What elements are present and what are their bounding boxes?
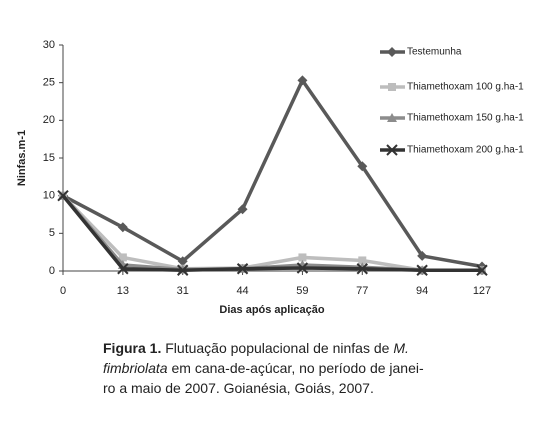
marker — [57, 189, 69, 202]
y-tick-label: 20 — [43, 114, 55, 126]
marker — [356, 263, 368, 275]
x-tick-label: 94 — [416, 285, 428, 297]
x-tick-label: 77 — [356, 285, 368, 297]
y-tick-label: 10 — [43, 190, 55, 202]
caption-species: M. — [393, 340, 409, 356]
marker — [117, 263, 129, 275]
y-tick-label: 30 — [43, 39, 55, 51]
legend-label: Thiamethoxam 200 g.ha-1 — [407, 145, 524, 156]
series-line — [62, 76, 483, 269]
marker — [177, 256, 188, 267]
x-tick-label: 13 — [117, 285, 129, 297]
y-tick-label: 25 — [43, 77, 55, 89]
caption-text: Flutuação populacional de ninfas de — [161, 340, 394, 356]
y-tick-label: 0 — [49, 265, 55, 277]
marker — [387, 47, 397, 57]
marker — [117, 222, 128, 233]
marker — [388, 83, 396, 91]
marker — [386, 144, 398, 156]
marker — [297, 75, 308, 86]
marker — [177, 264, 189, 276]
caption-text: ro a maio de 2007. Goianésia, Goiás, 200… — [103, 380, 374, 396]
marker — [296, 262, 309, 274]
caption: Figura 1. Flutuação populacional de ninf… — [103, 338, 433, 398]
marker — [417, 250, 428, 261]
legend-label: Thiamethoxam 100 g.ha-1 — [407, 82, 524, 93]
legend-label: Thiamethoxam 150 g.ha-1 — [407, 113, 524, 124]
x-axis-label: Dias após aplicação — [219, 304, 324, 316]
marker — [298, 253, 307, 262]
marker — [357, 161, 368, 172]
chart: Ninfas.m-1 Dias após aplicação 0 5 10 15 20 2… — [16, 39, 524, 316]
x-tick-label: 0 — [60, 285, 66, 297]
caption-label: Figura 1. — [103, 340, 162, 356]
x-tick-label: 31 — [177, 285, 189, 297]
series-line — [61, 194, 482, 272]
marker — [387, 113, 397, 122]
marker — [118, 253, 127, 262]
caption-line: fimbriolata em cana-de-açúcar, no períod… — [103, 358, 433, 378]
x-tick-label: 44 — [236, 285, 248, 297]
legend-label: Testemunha — [407, 47, 462, 58]
y-tick-label: 15 — [43, 152, 55, 164]
y-tick-label: 5 — [49, 227, 55, 239]
caption-species: fimbriolata — [103, 360, 168, 376]
marker — [476, 264, 488, 276]
y-axis-label: Ninfas.m-1 — [16, 130, 28, 186]
marker — [237, 204, 248, 215]
marker — [416, 264, 428, 276]
caption-line: Figura 1. Flutuação populacional de ninf… — [103, 338, 433, 358]
x-tick-label: 59 — [296, 285, 308, 297]
x-tick-label: 127 — [473, 285, 491, 297]
caption-text: em cana-de-açúcar, no período de janei- — [167, 360, 424, 376]
marker — [358, 256, 367, 265]
marker — [236, 263, 249, 275]
caption-line: ro a maio de 2007. Goianésia, Goiás, 200… — [103, 378, 433, 398]
